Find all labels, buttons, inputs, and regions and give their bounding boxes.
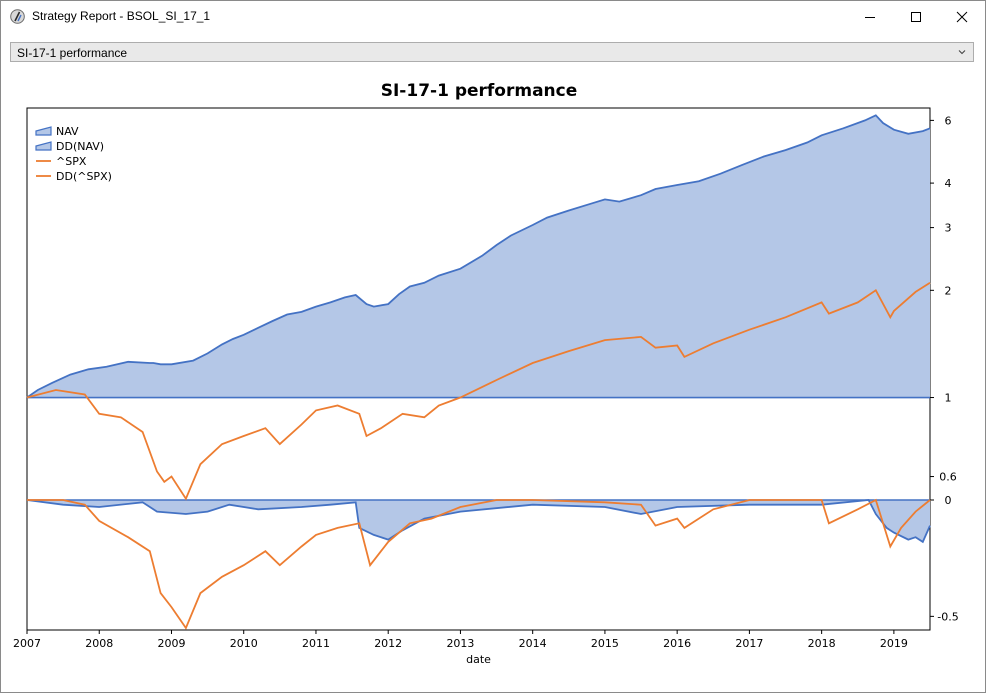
y-tick-label: 1: [945, 392, 952, 405]
series-line-dd-nav: [26, 499, 931, 544]
window-title: Strategy Report - BSOL_SI_17_1: [32, 9, 211, 23]
x-tick-label: 2015: [591, 637, 619, 650]
legend-label-dd-nav: DD(NAV): [56, 140, 104, 153]
x-tick-label: 2014: [519, 637, 547, 650]
y-tick-label: 6: [945, 114, 952, 127]
x-tick-label: 2010: [230, 637, 258, 650]
y-tick-label: 3: [945, 222, 952, 235]
title-bar[interactable]: Strategy Report - BSOL_SI_17_1: [1, 1, 985, 32]
legend-swatch-dd-nav: [35, 141, 52, 151]
y-tick-label: 2: [945, 284, 952, 297]
legend-label-spx: ^SPX: [56, 155, 87, 168]
close-icon: [956, 11, 968, 22]
x-tick-label: 2017: [735, 637, 763, 650]
series-line-dd-spx: [27, 498, 931, 630]
x-tick-label: 2008: [85, 637, 113, 650]
x-tick-label: 2011: [302, 637, 330, 650]
chevron-down-icon: [958, 50, 966, 55]
series-area-nav: [27, 115, 930, 398]
y-tick-label: -0.5: [937, 610, 958, 623]
legend-label-dd-spx: DD(^SPX): [56, 170, 112, 183]
y-tick-label: 0.6: [939, 471, 957, 484]
x-tick-label: 2007: [13, 637, 41, 650]
legend-label-nav: NAV: [56, 125, 79, 138]
maximize-icon: [911, 11, 921, 22]
x-tick-label: 2013: [446, 637, 474, 650]
minimize-button[interactable]: [847, 1, 893, 32]
minimize-icon: [865, 16, 875, 18]
y-tick-label: 0: [945, 494, 952, 507]
x-tick-label: 2018: [808, 637, 836, 650]
x-tick-label: 2016: [663, 637, 691, 650]
report-selector-value: SI-17-1 performance: [17, 46, 128, 60]
legend-swatch-nav: [35, 126, 52, 136]
report-selector-dropdown[interactable]: SI-17-1 performance: [10, 42, 974, 62]
maximize-button[interactable]: [893, 1, 939, 32]
app-icon: [10, 9, 25, 24]
series-area-dd-nav: [27, 500, 930, 542]
series-line-nav: [26, 114, 931, 399]
series-line-spx: [26, 282, 931, 501]
y-tick-label: 4: [945, 177, 952, 190]
close-button[interactable]: [939, 1, 985, 32]
chart-title: SI-17-1 performance: [380, 81, 578, 101]
x-tick-label: 2012: [374, 637, 402, 650]
x-tick-label: 2019: [880, 637, 908, 650]
x-axis-label: date: [466, 653, 491, 666]
x-tick-label: 2009: [157, 637, 185, 650]
